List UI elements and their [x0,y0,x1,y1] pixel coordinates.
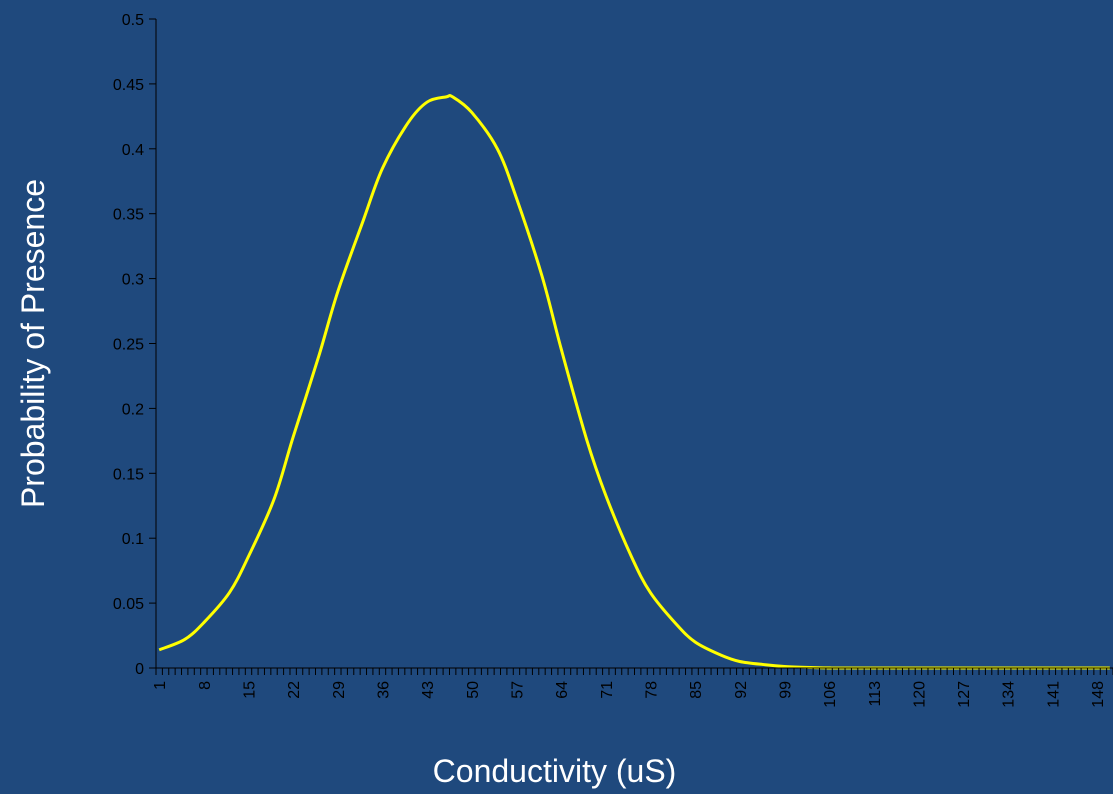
x-tick-label: 29 [331,681,348,699]
series-line-0 [158,94,1110,670]
y-tick-label: 0.05 [113,596,144,613]
x-tick-label: 106 [822,681,839,708]
x-tick-label: 64 [554,681,571,699]
x-axis-title: Conductivity (uS) [433,753,677,789]
y-tick-label: 0.4 [122,142,144,159]
x-tick-label: 134 [1001,681,1018,708]
x-tick-label: 15 [242,681,259,699]
x-tick-label: 36 [375,681,392,699]
x-axis: 1 8 15 22 29 36 43 50 57 64 71 78 85 92 99 106 113 120 127… [152,667,1113,708]
x-tick-label: 120 [911,681,928,708]
y-tick-label: 0.1 [122,531,144,548]
x-tick-label: 57 [509,681,526,699]
y-tick-label: 0.3 [122,272,144,289]
y-axis-title: Probability of Presence [15,179,51,508]
y-tick-label: 0.45 [113,77,144,94]
x-tick-label: 8 [197,681,214,690]
y-tick-label: 0.35 [113,207,144,224]
x-tick-label: 113 [867,681,884,707]
y-tick-label: 0.2 [122,401,144,418]
y-tick-label: 0 [135,661,144,678]
x-tick-label: 92 [733,681,750,699]
x-tick-label: 127 [956,681,973,708]
x-tick-label: 78 [643,681,660,699]
x-tick-label: 148 [1090,681,1107,708]
x-tick-label: 43 [420,681,437,699]
plot-area [158,94,1110,670]
y-tick-label: 0.15 [113,466,144,483]
x-tick-label: 141 [1045,681,1062,708]
x-tick-label: 71 [599,681,616,699]
x-tick-label: 22 [286,681,303,699]
y-tick-label: 0.5 [122,12,144,29]
x-tick-label: 99 [777,681,794,699]
x-tick-label: 85 [688,681,705,699]
y-tick-label: 0.25 [113,337,144,354]
x-tick-label: 50 [465,681,482,699]
y-axis: 0 0.05 0.1 0.15 0.2 0.25 0.3 0.35 0.4 0.45 0.5 [113,12,157,678]
x-tick-label: 1 [152,681,169,690]
